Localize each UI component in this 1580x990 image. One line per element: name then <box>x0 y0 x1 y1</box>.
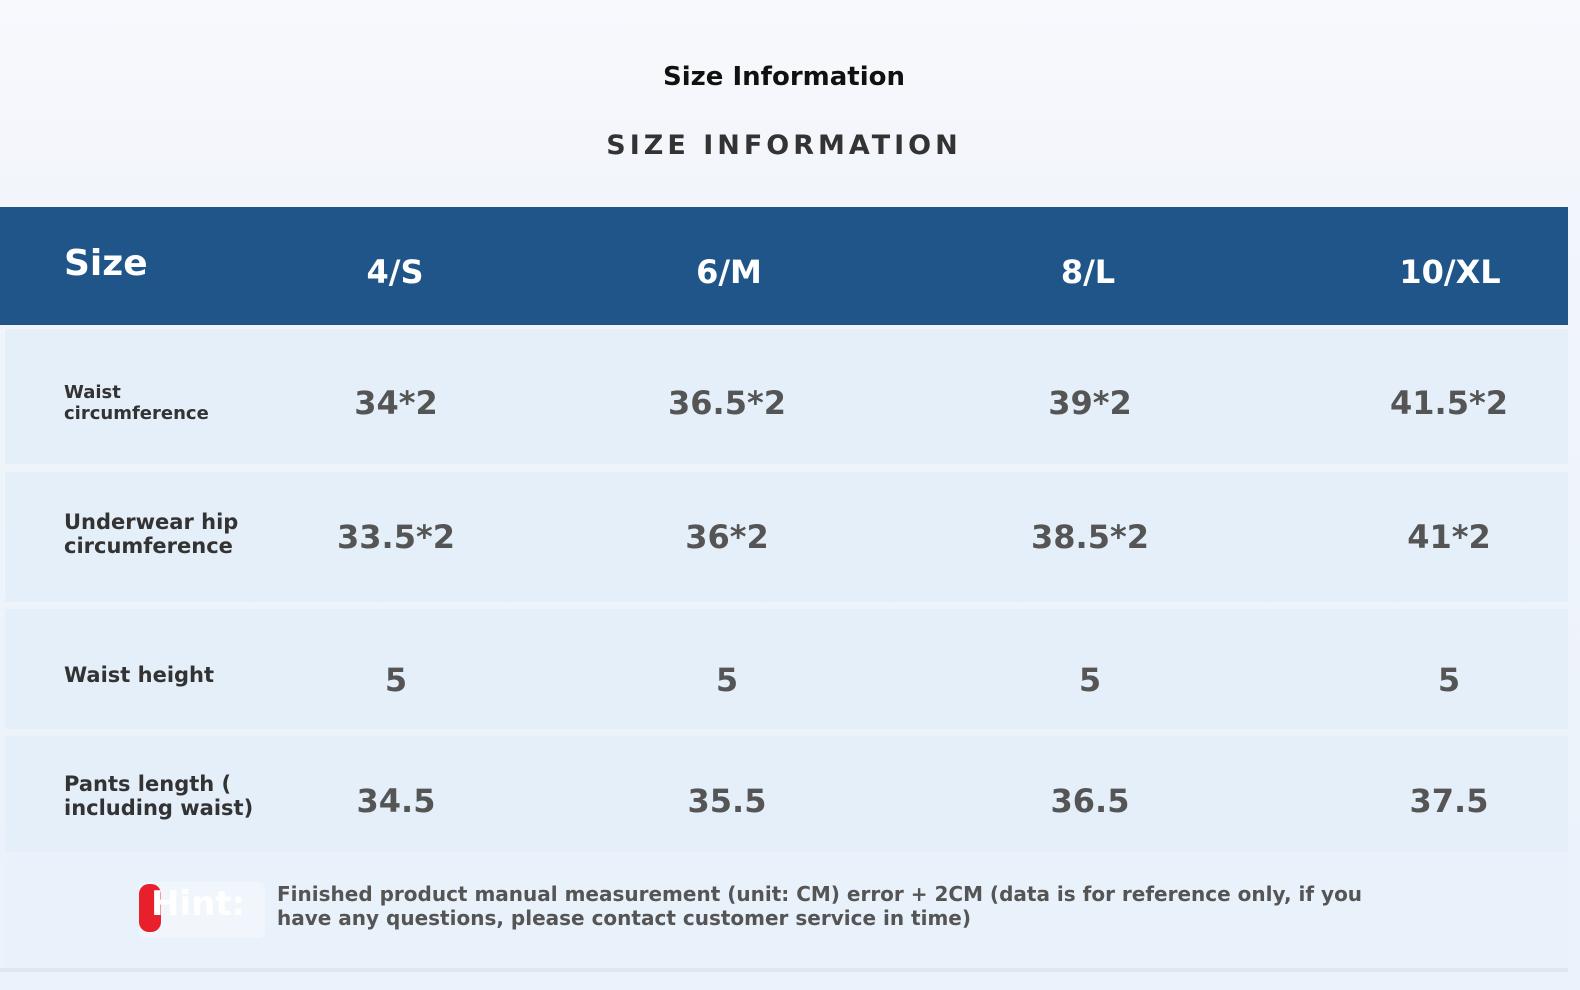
cell-value: 5 <box>1437 661 1461 699</box>
cell-value: 41*2 <box>1407 518 1491 556</box>
cell-value: 41.5*2 <box>1390 384 1508 422</box>
cell-value: 34.5 <box>356 782 436 820</box>
header-col-m: 6/M <box>696 253 762 291</box>
header-col-xl: 10/XL <box>1399 253 1501 291</box>
cell-value: 36*2 <box>685 518 769 556</box>
table-row-pants-length: Pants length ( including waist) 34.5 35.… <box>5 736 1568 852</box>
page-subtitle: SIZE INFORMATION <box>606 130 962 161</box>
cell-value: 39*2 <box>1048 384 1132 422</box>
cell-value: 35.5 <box>687 782 767 820</box>
bottom-divider <box>0 968 1568 972</box>
cell-value: 36.5*2 <box>668 384 786 422</box>
page-title: Size Information <box>663 62 905 92</box>
row-label: Underwear hip circumference <box>64 510 239 559</box>
cell-value: 5 <box>715 661 739 699</box>
table-row-underwear-hip: Underwear hip circumference 33.5*2 36*2 … <box>5 472 1568 602</box>
header-col-l: 8/L <box>1060 253 1116 291</box>
hint-footer: Hint: Finished product manual measuremen… <box>5 858 1568 968</box>
hint-accent-bar <box>139 884 161 932</box>
table-row-waist-height: Waist height 5 5 5 5 <box>5 609 1568 729</box>
table-row-waist-circumference: Waist circumference 34*2 36.5*2 39*2 41.… <box>5 329 1568 464</box>
cell-value: 33.5*2 <box>337 518 455 556</box>
hint-note: Finished product manual measurement (uni… <box>277 882 1363 931</box>
header-col-s: 4/S <box>366 253 424 291</box>
hint-badge: Hint: <box>139 882 265 938</box>
cell-value: 5 <box>1078 661 1102 699</box>
cell-value: 34*2 <box>354 384 438 422</box>
hint-label: Hint: <box>151 884 246 924</box>
header-size-label: Size <box>64 243 148 284</box>
size-table-header: Size 4/S 6/M 8/L 10/XL <box>0 207 1568 325</box>
row-label: Pants length ( including waist) <box>64 772 254 821</box>
row-label: Waist circumference <box>64 382 209 424</box>
cell-value: 38.5*2 <box>1031 518 1149 556</box>
cell-value: 5 <box>384 661 408 699</box>
cell-value: 36.5 <box>1050 782 1130 820</box>
cell-value: 37.5 <box>1409 782 1489 820</box>
row-label: Waist height <box>64 663 215 687</box>
